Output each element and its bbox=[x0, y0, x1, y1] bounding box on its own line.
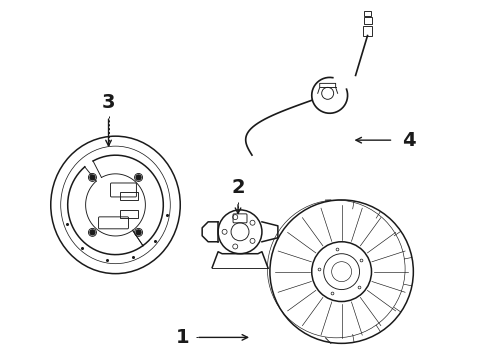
Circle shape bbox=[136, 175, 141, 180]
Circle shape bbox=[135, 228, 143, 237]
Text: 4: 4 bbox=[403, 131, 416, 150]
Circle shape bbox=[135, 174, 143, 181]
Circle shape bbox=[136, 230, 141, 235]
Circle shape bbox=[89, 174, 97, 181]
Text: 2: 2 bbox=[231, 179, 245, 198]
Circle shape bbox=[90, 230, 95, 235]
Circle shape bbox=[89, 228, 97, 237]
Text: 1: 1 bbox=[175, 328, 189, 347]
Circle shape bbox=[90, 175, 95, 180]
Text: 3: 3 bbox=[102, 93, 115, 112]
